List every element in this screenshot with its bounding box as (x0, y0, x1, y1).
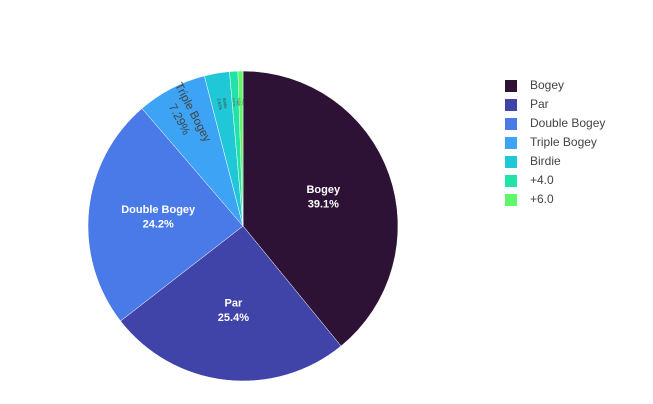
slice-label: Bogey 39.1% (306, 184, 341, 210)
pie-slice (87, 108, 244, 322)
slice-name: +4.0 (236, 99, 240, 105)
slice-name: Birdie (222, 98, 229, 110)
slice-name: Double Bogey (121, 204, 196, 216)
pie-slice (120, 225, 342, 382)
legend-swatch (505, 99, 517, 111)
pie-slice (237, 70, 244, 227)
legend-label: Triple Bogey (530, 135, 597, 149)
slice-name: Bogey (306, 184, 341, 196)
legend-swatch (505, 194, 517, 206)
legend-label: Birdie (530, 154, 561, 168)
slice-label: Double Bogey 24.2% (121, 204, 196, 230)
slice-value: 25.4% (218, 312, 249, 324)
slice-value: 24.2% (143, 219, 174, 231)
slice-name: Par (225, 297, 243, 309)
slice-label: +6.00.52% (237, 98, 245, 107)
legend-swatch (505, 80, 517, 92)
legend-label: Bogey (530, 78, 564, 92)
slice-value: 0.52% (237, 98, 241, 107)
legend-label: Double Bogey (530, 116, 605, 130)
slice-label: Par 25.4% (218, 297, 249, 323)
legend-swatch (505, 175, 517, 187)
legend-swatch (505, 118, 517, 130)
slice-value: 39.1% (308, 198, 339, 210)
slice-name: +6.0 (241, 99, 245, 105)
legend-swatch (505, 137, 517, 149)
pie-slice (242, 70, 399, 347)
legend-swatch (505, 156, 517, 168)
legend-label: +6.0 (530, 192, 554, 206)
legend-label: +4.0 (530, 173, 554, 187)
slice-value: 2.62% (216, 98, 223, 111)
slice-label: +4.00.87% (232, 98, 240, 107)
slice-value: 0.87% (232, 98, 237, 107)
legend-label: Par (530, 97, 549, 111)
